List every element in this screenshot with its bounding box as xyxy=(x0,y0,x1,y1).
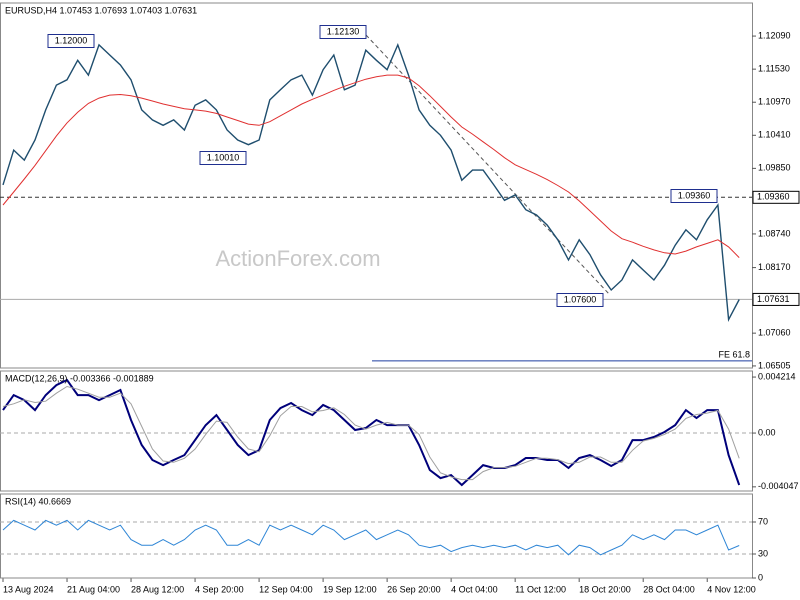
annotation-box xyxy=(319,25,367,39)
price-tag xyxy=(752,292,800,306)
annotation: 1.07600 xyxy=(564,294,597,304)
annotation-box xyxy=(670,189,718,203)
y-tick-label: 1.09850 xyxy=(758,163,791,173)
x-tick-label: 13 Aug 2024 xyxy=(3,584,54,594)
annotation-box xyxy=(556,293,604,307)
y-tick-label: 30 xyxy=(758,548,768,558)
panel-title: EURUSD,H4 1.07453 1.07693 1.07403 1.0763… xyxy=(5,5,197,15)
series-line xyxy=(2,519,740,556)
x-tick-label: 26 Sep 20:00 xyxy=(387,584,441,594)
y-tick-label: 70 xyxy=(758,516,768,526)
series-line xyxy=(2,42,740,323)
y-tick-label: 1.12090 xyxy=(758,30,791,40)
y-tick-label: 1.11530 xyxy=(758,64,790,74)
x-tick-label: 28 Oct 04:00 xyxy=(643,584,695,594)
y-tick-label: 1.06505 xyxy=(758,360,791,370)
y-tick-label: 0.00 xyxy=(758,427,776,437)
x-tick-label: 4 Sep 20:00 xyxy=(195,584,244,594)
y-tick-label: 1.08170 xyxy=(758,262,791,272)
y-tick-label: -0.004047 xyxy=(758,481,799,491)
panel-title: RSI(14) 40.6669 xyxy=(5,496,71,506)
trend-line xyxy=(365,34,611,296)
y-tick-label: 1.10970 xyxy=(758,97,791,107)
x-tick-label: 12 Sep 04:00 xyxy=(259,584,313,594)
x-tick-label: 18 Oct 20:00 xyxy=(579,584,631,594)
series-line xyxy=(2,385,740,481)
y-tick-label: 1.08740 xyxy=(758,228,791,238)
annotation: 1.09360 xyxy=(678,190,711,200)
price-tag-label: 1.09360 xyxy=(757,192,790,202)
price-tag xyxy=(752,190,800,204)
x-tick-label: 28 Aug 12:00 xyxy=(131,584,184,594)
panel xyxy=(0,370,753,492)
y-tick-label: 0.004214 xyxy=(758,371,796,381)
price-tag-label: 1.07631 xyxy=(757,294,790,304)
x-tick-label: 19 Sep 12:00 xyxy=(323,584,377,594)
y-tick-label: 1.07060 xyxy=(758,328,791,338)
panel xyxy=(0,493,753,579)
series-line xyxy=(2,74,740,258)
annotation-box xyxy=(199,151,247,165)
x-tick-label: 4 Nov 12:00 xyxy=(707,584,756,594)
panel xyxy=(0,2,753,369)
panel-title: MACD(12,26,9) -0.003366 -0.001889 xyxy=(5,373,154,383)
annotation-box xyxy=(47,34,95,48)
x-tick-label: 11 Oct 12:00 xyxy=(515,584,566,594)
y-tick-label: 1.10410 xyxy=(758,130,791,140)
y-tick-label: 0 xyxy=(758,572,763,582)
fe-label: FE 61.8 xyxy=(718,349,750,359)
annotation: 1.10010 xyxy=(207,152,240,162)
watermark: ActionForex.com xyxy=(215,246,380,271)
series-line xyxy=(2,378,741,487)
x-tick-label: 21 Aug 04:00 xyxy=(67,584,120,594)
annotation: 1.12130 xyxy=(327,26,360,36)
x-tick-label: 4 Oct 04:00 xyxy=(451,584,498,594)
annotation: 1.12000 xyxy=(55,35,88,45)
